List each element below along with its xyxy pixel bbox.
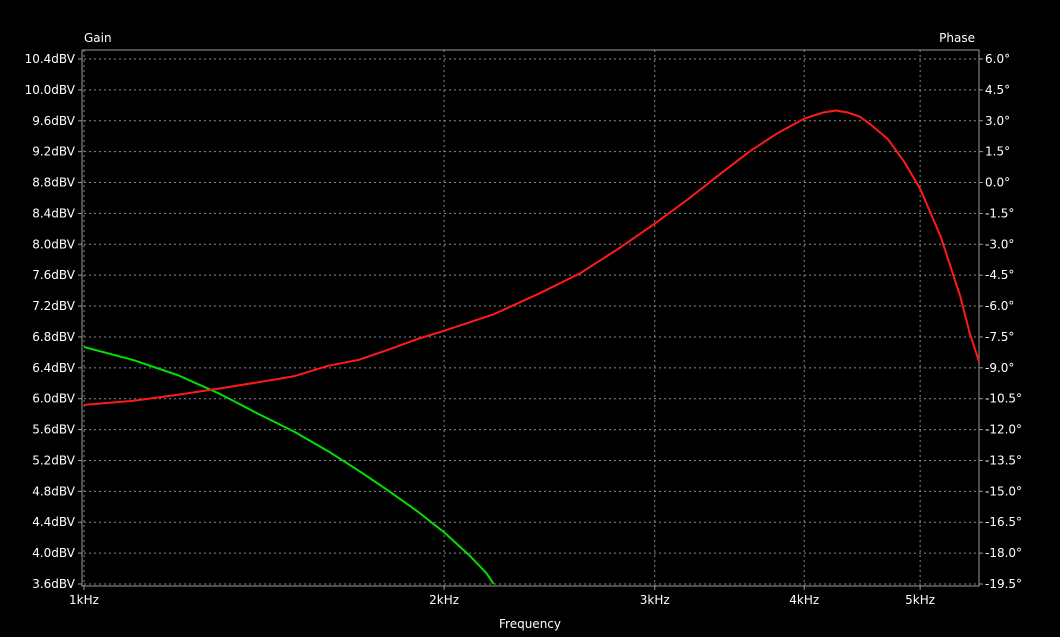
y-right-tick-label: -19.5°: [985, 577, 1022, 591]
y-left-tick-label: 7.6dBV: [32, 268, 76, 282]
x-tick-label: 1kHz: [69, 593, 99, 607]
y-right-tick-label: 4.5°: [985, 83, 1010, 97]
x-tick-label: 4kHz: [789, 593, 819, 607]
y-right-tick-label: 1.5°: [985, 145, 1010, 159]
y-left-tick-label: 8.4dBV: [32, 206, 76, 220]
left-axis-title: Gain: [84, 31, 112, 45]
y-right-tick-label: -6.0°: [985, 299, 1014, 313]
x-tick-label: 5kHz: [905, 593, 935, 607]
y-right-tick-label: -15.0°: [985, 484, 1022, 498]
y-left-tick-label: 5.6dBV: [32, 423, 76, 437]
y-left-tick-label: 8.0dBV: [32, 237, 76, 251]
y-left-tick-label: 4.4dBV: [32, 515, 76, 529]
x-tick-label: 2kHz: [429, 593, 459, 607]
grid-layer: [78, 50, 983, 590]
y-left-tick-label: 10.4dBV: [25, 52, 76, 66]
y-right-tick-label: -12.0°: [985, 423, 1022, 437]
y-right-tick-label: 0.0°: [985, 176, 1010, 190]
y-right-tick-label: -16.5°: [985, 515, 1022, 529]
y-left-tick-label: 6.4dBV: [32, 361, 76, 375]
y-right-tick-label: -7.5°: [985, 330, 1014, 344]
y-left-tick-label: 6.0dBV: [32, 392, 76, 406]
x-axis-title: Frequency: [499, 617, 561, 631]
y-left-tick-label: 5.2dBV: [32, 453, 76, 467]
y-left-tick-label: 6.8dBV: [32, 330, 76, 344]
y-left-tick-label: 10.0dBV: [25, 83, 76, 97]
y-right-tick-label: -10.5°: [985, 392, 1022, 406]
series-layer: [83, 109, 980, 585]
y-right-tick-label: -3.0°: [985, 237, 1014, 251]
y-right-tick-label: -1.5°: [985, 206, 1014, 220]
x-tick-label: 3kHz: [640, 593, 670, 607]
y-right-tick-label: 3.0°: [985, 114, 1010, 128]
plot-frame: [81, 49, 980, 587]
y-left-tick-label: 9.6dBV: [32, 114, 76, 128]
label-layer: 10.4dBV 10.0dBV 9.6dBV 9.2dBV 8.8dBV 8.4dBV 8.…: [25, 52, 1022, 607]
right-axis-title: Phase: [939, 31, 975, 45]
phase-series-line: [83, 109, 980, 406]
y-right-tick-label: -4.5°: [985, 268, 1014, 282]
y-right-tick-label: -13.5°: [985, 453, 1022, 467]
y-left-tick-label: 9.2dBV: [32, 145, 76, 159]
y-left-tick-label: 3.6dBV: [32, 577, 76, 591]
y-left-tick-label: 8.8dBV: [32, 176, 76, 190]
gain-series-line: [83, 346, 495, 585]
y-right-tick-label: -18.0°: [985, 546, 1022, 560]
y-left-tick-label: 4.0dBV: [32, 546, 76, 560]
y-left-tick-label: 7.2dBV: [32, 299, 76, 313]
y-right-tick-label: -9.0°: [985, 361, 1014, 375]
y-left-tick-label: 4.8dBV: [32, 484, 76, 498]
y-right-tick-label: 6.0°: [985, 52, 1010, 66]
